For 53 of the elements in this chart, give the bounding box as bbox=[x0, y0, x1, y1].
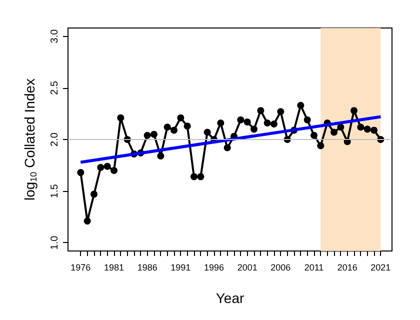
point bbox=[90, 190, 98, 198]
point bbox=[250, 126, 258, 133]
point bbox=[217, 119, 224, 126]
point bbox=[117, 114, 124, 122]
x-tick-label: 1991 bbox=[170, 262, 191, 272]
point bbox=[317, 142, 324, 150]
point bbox=[157, 152, 164, 160]
point bbox=[264, 119, 271, 126]
x-tick-label: 2011 bbox=[304, 262, 324, 272]
point bbox=[237, 116, 244, 124]
x-tick-label: 2001 bbox=[237, 262, 258, 272]
point bbox=[297, 102, 304, 109]
y-tick-label: 2.5 bbox=[50, 80, 60, 95]
point bbox=[330, 128, 338, 136]
point bbox=[304, 116, 311, 124]
point bbox=[370, 126, 378, 134]
point bbox=[184, 122, 191, 130]
point bbox=[84, 218, 91, 225]
y-tick-label: 3.0 bbox=[50, 28, 60, 44]
point bbox=[110, 166, 118, 174]
point bbox=[170, 126, 178, 134]
y-tick-label: 1.0 bbox=[50, 235, 60, 250]
x-tick-label: 1981 bbox=[104, 262, 124, 272]
point bbox=[97, 164, 104, 171]
x-axis-title: Year bbox=[216, 290, 244, 306]
point bbox=[204, 128, 211, 136]
point bbox=[197, 173, 204, 180]
point bbox=[270, 120, 278, 128]
x-tick-label: 1976 bbox=[70, 262, 91, 272]
point bbox=[144, 132, 151, 139]
x-tick-label: 2021 bbox=[370, 262, 391, 272]
x-tick-label: 1996 bbox=[204, 262, 224, 272]
y-axis-title: log10 Collated Index bbox=[22, 78, 38, 201]
point bbox=[310, 132, 318, 139]
point bbox=[364, 126, 371, 133]
point bbox=[357, 124, 364, 131]
point bbox=[257, 107, 264, 114]
point bbox=[350, 107, 358, 114]
x-tick-label: 2016 bbox=[337, 262, 358, 272]
point bbox=[164, 124, 171, 131]
point bbox=[150, 130, 158, 138]
point bbox=[190, 173, 198, 180]
y-tick-label: 2.0 bbox=[50, 132, 60, 146]
point bbox=[104, 162, 111, 170]
x-tick-label: 2006 bbox=[270, 262, 291, 272]
y-tick-label: 1.5 bbox=[50, 184, 60, 198]
point bbox=[244, 118, 251, 126]
x-tick-label: 1986 bbox=[137, 262, 158, 272]
point bbox=[177, 114, 184, 122]
point bbox=[224, 144, 231, 152]
point bbox=[77, 169, 84, 176]
point bbox=[337, 124, 344, 131]
point bbox=[277, 108, 284, 116]
